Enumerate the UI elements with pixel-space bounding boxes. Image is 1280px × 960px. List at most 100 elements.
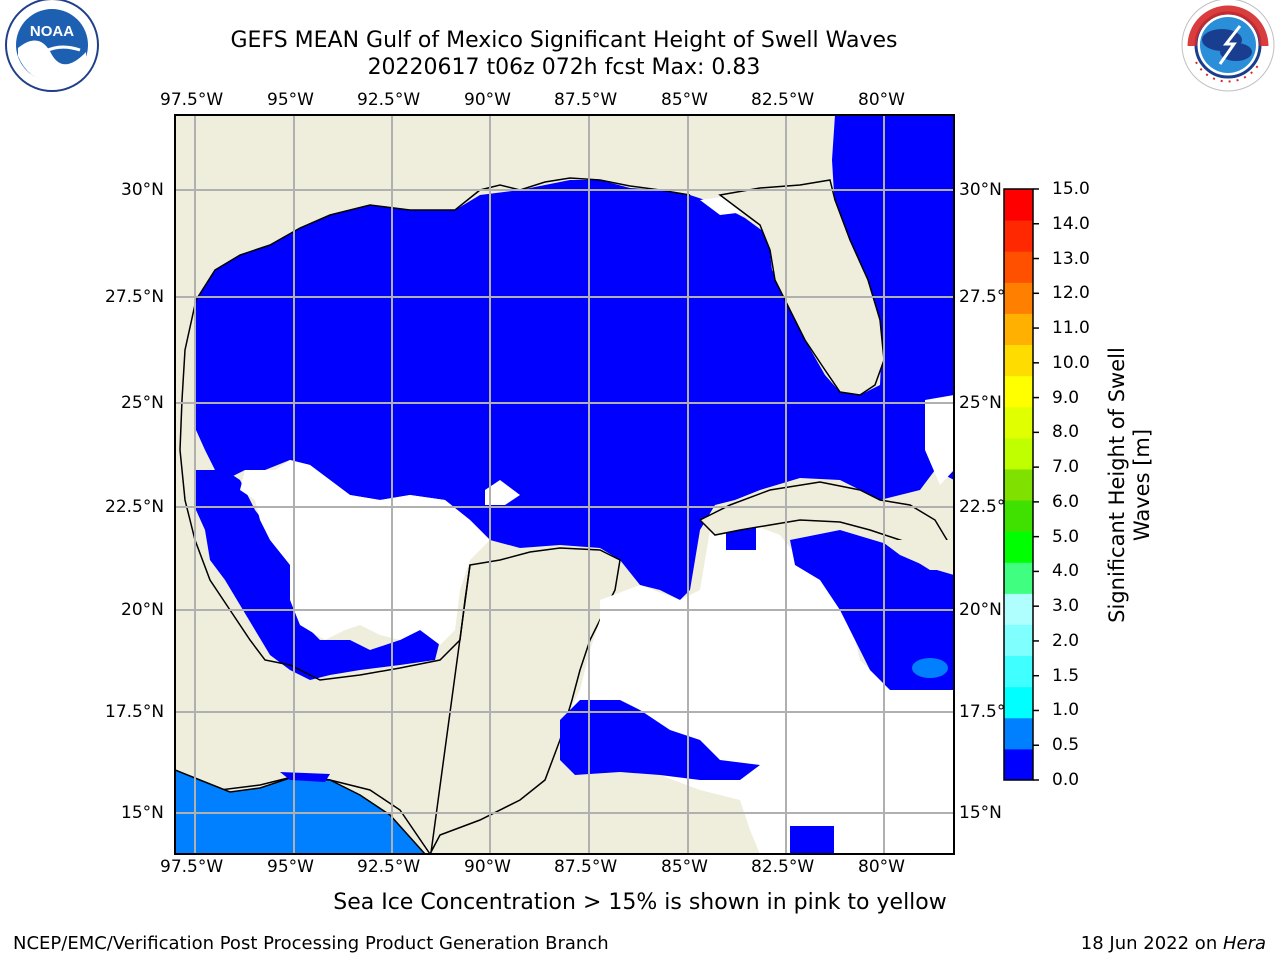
atlantic-ocean-field xyxy=(838,115,954,470)
lon-tick-bottom-4: 90°W xyxy=(464,857,511,877)
colorbar-label-line-2: Waves [m] xyxy=(1130,428,1154,542)
colorbar-segment xyxy=(1004,220,1033,252)
colorbar xyxy=(1004,188,1039,781)
lat-tick-right-5: 20°N xyxy=(959,600,1002,620)
lon-tick-top-8: 80°W xyxy=(858,90,905,110)
title-line-1: GEFS MEAN Gulf of Mexico Significant Hei… xyxy=(230,28,898,53)
mexico-gulf-coastline xyxy=(179,299,471,681)
lon-tick-bottom-7: 82.5°W xyxy=(751,857,815,877)
lon-tick-bottom-6: 85°W xyxy=(661,857,708,877)
colorbar-segment xyxy=(1004,282,1033,314)
colorbar-tick-label: 3.0 xyxy=(1052,596,1080,617)
colorbar-segment xyxy=(1004,500,1033,532)
sea-ice-note: Sea Ice Concentration > 15% is shown in … xyxy=(333,890,947,915)
lon-tick-top-7: 82.5°W xyxy=(751,90,815,110)
map-gridlines xyxy=(175,115,954,854)
lat-tick-right-7: 15°N xyxy=(959,803,1002,823)
colorbar-segment xyxy=(1004,375,1033,408)
colorbar-tick-label: 8.0 xyxy=(1052,422,1080,443)
colorbar-segment xyxy=(1004,562,1033,594)
colorbar-tick-label: 11.0 xyxy=(1052,318,1090,339)
colorbar-label-line-1: Significant Height of Swell xyxy=(1105,347,1129,623)
colorbar-tick-label: 2.0 xyxy=(1052,630,1080,651)
colorbar-segment xyxy=(1004,655,1033,688)
colorbar-segment xyxy=(1004,468,1033,501)
florida-land xyxy=(718,179,885,396)
us-gulf-coastline xyxy=(195,177,691,301)
colorbar-segment xyxy=(1004,593,1033,625)
western-gulf-coastal-swell xyxy=(196,470,440,680)
colorbar-label: Significant Height of Swell Waves [m] xyxy=(1105,305,1155,665)
colorbar-segment xyxy=(1004,748,1033,781)
lat-tick-left-7: 15°N xyxy=(121,803,164,823)
colorbar-tick-label: 5.0 xyxy=(1052,526,1080,547)
lat-tick-right-3: 25°N xyxy=(959,393,1002,413)
colorbar-tick-label: 12.0 xyxy=(1052,283,1090,304)
lon-tick-bottom-2: 95°W xyxy=(267,857,314,877)
footer-left: NCEP/EMC/Verification Post Processing Pr… xyxy=(13,933,609,954)
colorbar-tick-label: 1.5 xyxy=(1052,665,1080,686)
colorbar-tick-label: 15.0 xyxy=(1052,179,1090,199)
colorbar-tick-label: 7.0 xyxy=(1052,457,1080,478)
colorbar-segment xyxy=(1004,717,1033,750)
colorbar-segment xyxy=(1004,251,1033,283)
colorbar-tick-label: 0.0 xyxy=(1052,770,1080,790)
map-panel xyxy=(175,115,954,854)
lat-tick-left-3: 25°N xyxy=(121,393,164,413)
gulf-calm-zone-small xyxy=(485,480,520,505)
lat-tick-left-1: 30°N xyxy=(121,180,164,200)
colorbar-tick-label: 13.0 xyxy=(1052,248,1090,269)
lon-tick-top-1: 97.5°W xyxy=(160,90,224,110)
lon-tick-top-2: 95°W xyxy=(267,90,314,110)
lon-tick-bottom-5: 87.5°W xyxy=(554,857,618,877)
colorbar-tick-label: 10.0 xyxy=(1052,352,1090,373)
lon-tick-bottom-8: 80°W xyxy=(858,857,905,877)
colorbar-tick-label: 9.0 xyxy=(1052,387,1080,408)
colorbar-tick-label: 0.5 xyxy=(1052,735,1080,756)
colorbar-frame xyxy=(1003,188,1034,781)
lon-tick-top-6: 85°W xyxy=(661,90,708,110)
lat-tick-right-1: 30°N xyxy=(959,180,1002,200)
lat-tick-left-4: 22.5°N xyxy=(105,497,165,517)
colorbar-segment xyxy=(1004,344,1033,377)
lat-tick-left-2: 27.5°N xyxy=(105,287,165,307)
nws-logo xyxy=(1181,0,1275,92)
colorbar-tick-label: 4.0 xyxy=(1052,561,1080,582)
caribbean-swell-south xyxy=(790,826,834,854)
noaa-logo-text: NOAA xyxy=(30,23,74,40)
lat-tick-right-6: 17.5° xyxy=(959,702,1006,722)
lat-tick-left-5: 20°N xyxy=(121,600,164,620)
title-line-2: 20220617 t06z 072h fcst Max: 0.83 xyxy=(367,55,761,80)
pacific-swell-strip xyxy=(280,772,330,782)
hispaniola-land xyxy=(880,540,954,575)
lon-tick-top-5: 87.5°W xyxy=(554,90,618,110)
colorbar-segment xyxy=(1004,531,1033,563)
footer-right: 18 Jun 2022 on Hera xyxy=(1081,933,1266,954)
lat-tick-right-4: 22.5° xyxy=(959,497,1006,517)
lon-tick-bottom-3: 92.5°W xyxy=(357,857,421,877)
colorbar-segment xyxy=(1004,406,1033,439)
map-frame xyxy=(174,114,955,855)
lon-tick-top-3: 92.5°W xyxy=(357,90,421,110)
caribbean-swell-west xyxy=(560,700,760,780)
cayman-swell xyxy=(726,528,756,550)
lat-tick-right-2: 27.5° xyxy=(959,287,1006,307)
colorbar-segment xyxy=(1004,313,1033,346)
footer-machine: Hera xyxy=(1222,933,1266,954)
bahamas-calm xyxy=(925,395,954,485)
colorbar-tick-label: 1.0 xyxy=(1052,700,1080,721)
lat-tick-left-6: 17.5°N xyxy=(105,702,165,722)
colorbar-tick-label: 6.0 xyxy=(1052,491,1080,512)
noaa-logo: NOAA xyxy=(5,0,99,92)
swell-max-patch xyxy=(912,658,948,678)
colorbar-tick-label: 14.0 xyxy=(1052,213,1090,234)
colorbar-segment xyxy=(1004,189,1033,221)
colorbar-segment xyxy=(1004,686,1033,719)
colorbar-segment xyxy=(1004,437,1033,470)
lon-tick-top-4: 90°W xyxy=(464,90,511,110)
footer-date: 18 Jun 2022 on xyxy=(1080,933,1223,954)
yucatan-land xyxy=(429,547,954,854)
lon-tick-bottom-1: 97.5°W xyxy=(160,857,224,877)
colorbar-segment xyxy=(1004,624,1033,657)
